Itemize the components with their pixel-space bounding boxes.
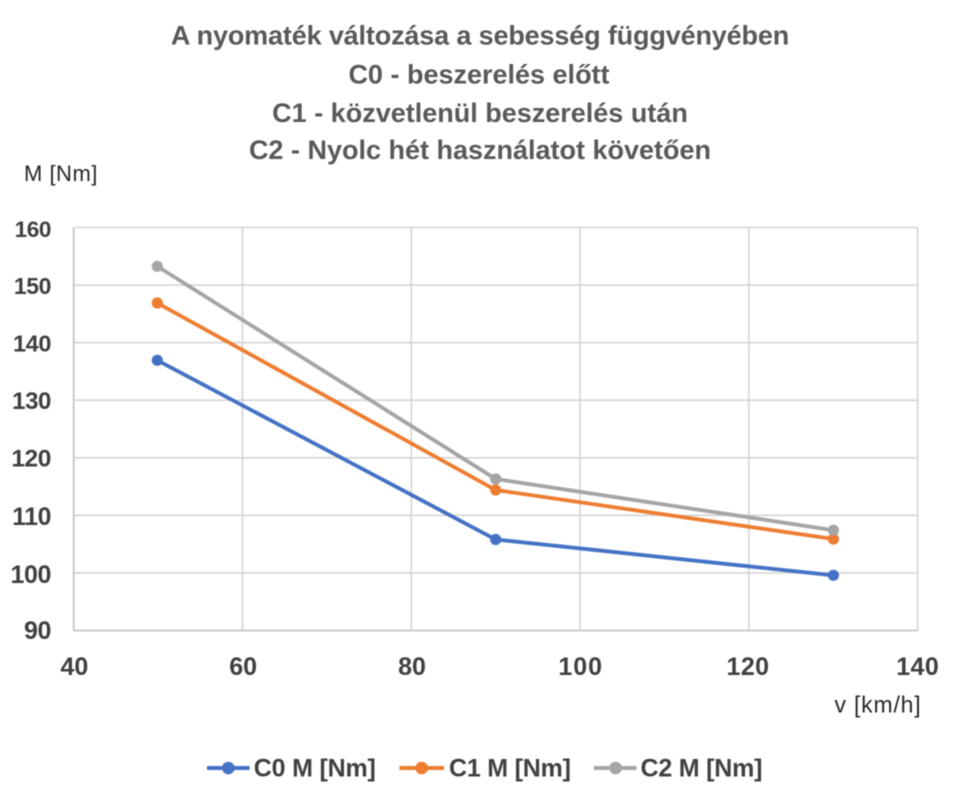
svg-text:110: 110 xyxy=(12,504,51,531)
svg-text:40: 40 xyxy=(60,653,88,681)
svg-text:M [Nm]: M [Nm] xyxy=(24,161,98,186)
svg-text:120: 120 xyxy=(11,446,51,473)
svg-text:C2 - Nyolc hét használatot köv: C2 - Nyolc hét használatot követően xyxy=(249,135,711,165)
svg-text:C2 M [Nm]: C2 M [Nm] xyxy=(641,755,763,783)
svg-text:C0 M [Nm]: C0 M [Nm] xyxy=(254,755,376,783)
svg-text:v [km/h]: v [km/h] xyxy=(835,692,922,718)
svg-text:100: 100 xyxy=(558,653,603,681)
svg-text:140: 140 xyxy=(896,653,939,681)
svg-text:A nyomaték változása a sebessé: A nyomaték változása a sebesség függvény… xyxy=(171,21,789,51)
svg-text:100: 100 xyxy=(10,561,51,589)
svg-text:130: 130 xyxy=(12,388,51,415)
svg-text:90: 90 xyxy=(24,617,51,645)
svg-text:120: 120 xyxy=(727,653,770,681)
svg-text:160: 160 xyxy=(15,217,51,242)
svg-text:C0 - beszerelés előtt: C0 - beszerelés előtt xyxy=(348,60,609,90)
svg-text:60: 60 xyxy=(229,653,257,681)
svg-text:C1 - közvetlenül beszerelés ut: C1 - közvetlenül beszerelés után xyxy=(272,98,688,128)
svg-text:140: 140 xyxy=(13,330,51,356)
svg-text:C1 M [Nm]: C1 M [Nm] xyxy=(449,755,571,783)
svg-text:80: 80 xyxy=(398,653,426,681)
svg-text:150: 150 xyxy=(14,273,51,299)
